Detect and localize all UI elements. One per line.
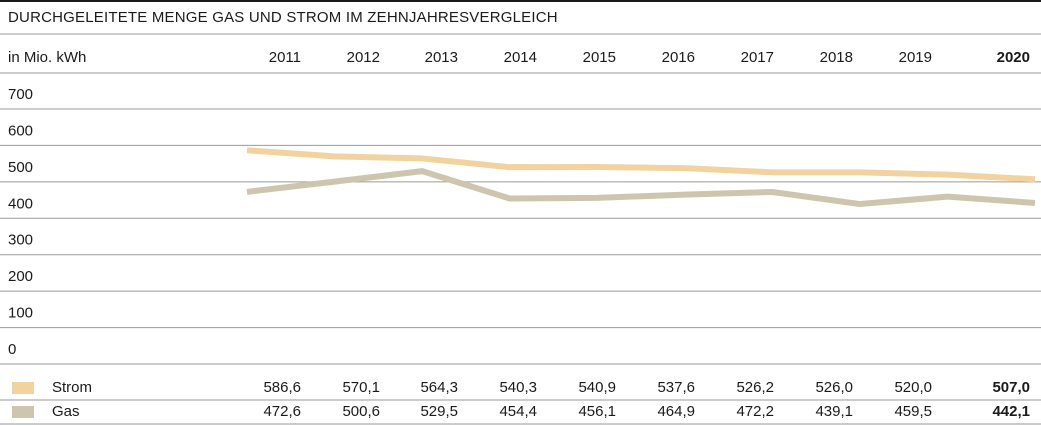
value-label: 540,9: [578, 379, 616, 396]
x-tick-label: 2011: [269, 49, 301, 66]
value-label: 442,1: [992, 403, 1030, 420]
legend-swatch: [12, 406, 34, 418]
x-tick-label: 2012: [347, 49, 380, 66]
x-tick-label: 2016: [662, 49, 695, 66]
y-tick-label: 0: [8, 341, 16, 358]
value-label: 586,6: [263, 379, 301, 396]
x-tick-label: 2013: [425, 49, 458, 66]
x-tick-label: 2017: [741, 49, 774, 66]
x-tick-label: 2019: [899, 49, 932, 66]
y-tick-label: 600: [8, 122, 33, 139]
value-label: 456,1: [578, 403, 616, 420]
value-label: 472,6: [263, 403, 301, 420]
value-label: 526,2: [736, 379, 774, 396]
chart-title: DURCHGELEITETE MENGE GAS UND STROM IM ZE…: [8, 9, 558, 26]
y-tick-label: 500: [8, 159, 33, 176]
value-label: 520,0: [894, 379, 932, 396]
legend-label: Gas: [52, 403, 80, 420]
value-label: 529,5: [420, 403, 458, 420]
value-label: 570,1: [342, 379, 380, 396]
value-label: 500,6: [342, 403, 380, 420]
value-label: 507,0: [992, 379, 1030, 396]
value-label: 464,9: [657, 403, 695, 420]
legend-swatch: [12, 382, 34, 394]
value-label: 537,6: [657, 379, 695, 396]
x-tick-label: 2014: [504, 49, 537, 66]
data-line: [246, 168, 1036, 208]
y-tick-label: 200: [8, 268, 33, 285]
x-tick-label: 2015: [583, 49, 616, 66]
y-tick-label: 100: [8, 305, 33, 322]
legend-label: Strom: [52, 379, 92, 396]
value-label: 526,0: [815, 379, 853, 396]
value-label: 454,4: [499, 403, 537, 420]
y-tick-label: 400: [8, 195, 33, 212]
value-label: 564,3: [420, 379, 458, 396]
x-tick-label: 2020: [997, 49, 1030, 66]
value-label: 540,3: [499, 379, 537, 396]
data-line: [246, 147, 1036, 183]
value-label: 459,5: [894, 403, 932, 420]
y-tick-label: 300: [8, 232, 33, 249]
y-axis-unit: in Mio. kWh: [8, 49, 86, 66]
x-tick-label: 2018: [820, 49, 853, 66]
value-label: 439,1: [815, 403, 853, 420]
y-tick-label: 700: [8, 86, 33, 103]
top-rule: [0, 0, 1041, 2]
value-label: 472,2: [736, 403, 774, 420]
